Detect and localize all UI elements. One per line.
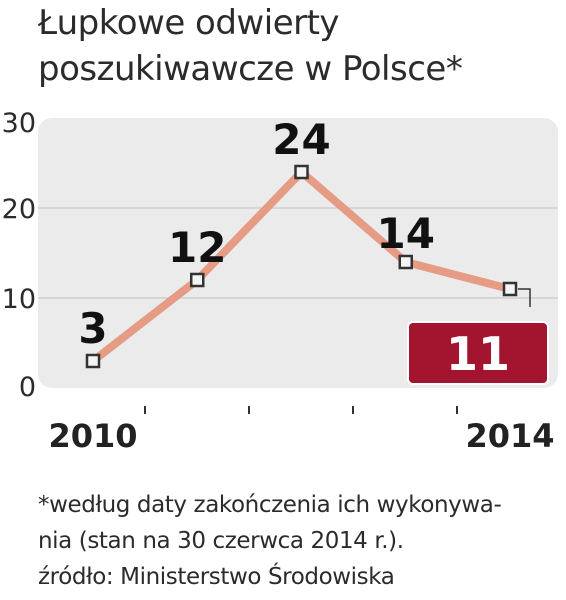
data-point--3 — [398, 254, 413, 270]
plot-background — [38, 118, 558, 388]
data-label-1: 12 — [168, 223, 226, 272]
y-tick-label-20: 20 — [2, 194, 36, 225]
data-label-2: 24 — [272, 115, 330, 164]
data-label-highlighted: 11 — [446, 327, 510, 381]
y-tick-label-0: 0 — [19, 372, 36, 403]
footnote-line-2: nia (stan na 30 czerwca 2014 r.). — [38, 528, 404, 554]
data-point--1 — [190, 272, 205, 288]
y-tick-label-10: 10 — [2, 284, 36, 315]
line-chart: 0 10 20 30 2010 2014 3 12 24 14 11 — [2, 110, 558, 455]
highlight-box — [407, 321, 549, 385]
chart-title-line-1: Łupkowe odwierty — [38, 3, 340, 43]
chart-title: Łupkowe odwierty poszukiwawcze w Polsce* — [38, 0, 558, 92]
data-point--2 — [294, 164, 309, 180]
source-line: źródło: Ministerstwo Środowiska — [38, 564, 395, 590]
footnote: *według daty zakończenia ich wykonywa- n… — [38, 487, 563, 595]
data-label-3: 14 — [377, 209, 435, 258]
y-tick-label-30: 30 — [2, 110, 36, 139]
highlight-connector — [518, 288, 531, 307]
footnote-line-1: *według daty zakończenia ich wykonywa- — [38, 492, 502, 518]
x-tick-label-2014: 2014 — [465, 417, 554, 455]
data-point-2014-4 — [502, 281, 518, 297]
data-label-0: 3 — [78, 304, 107, 353]
x-tick-label-2010: 2010 — [48, 417, 137, 455]
chart-title-line-2: poszukiwawcze w Polsce* — [38, 49, 463, 89]
data-point-2010-0 — [85, 353, 101, 369]
